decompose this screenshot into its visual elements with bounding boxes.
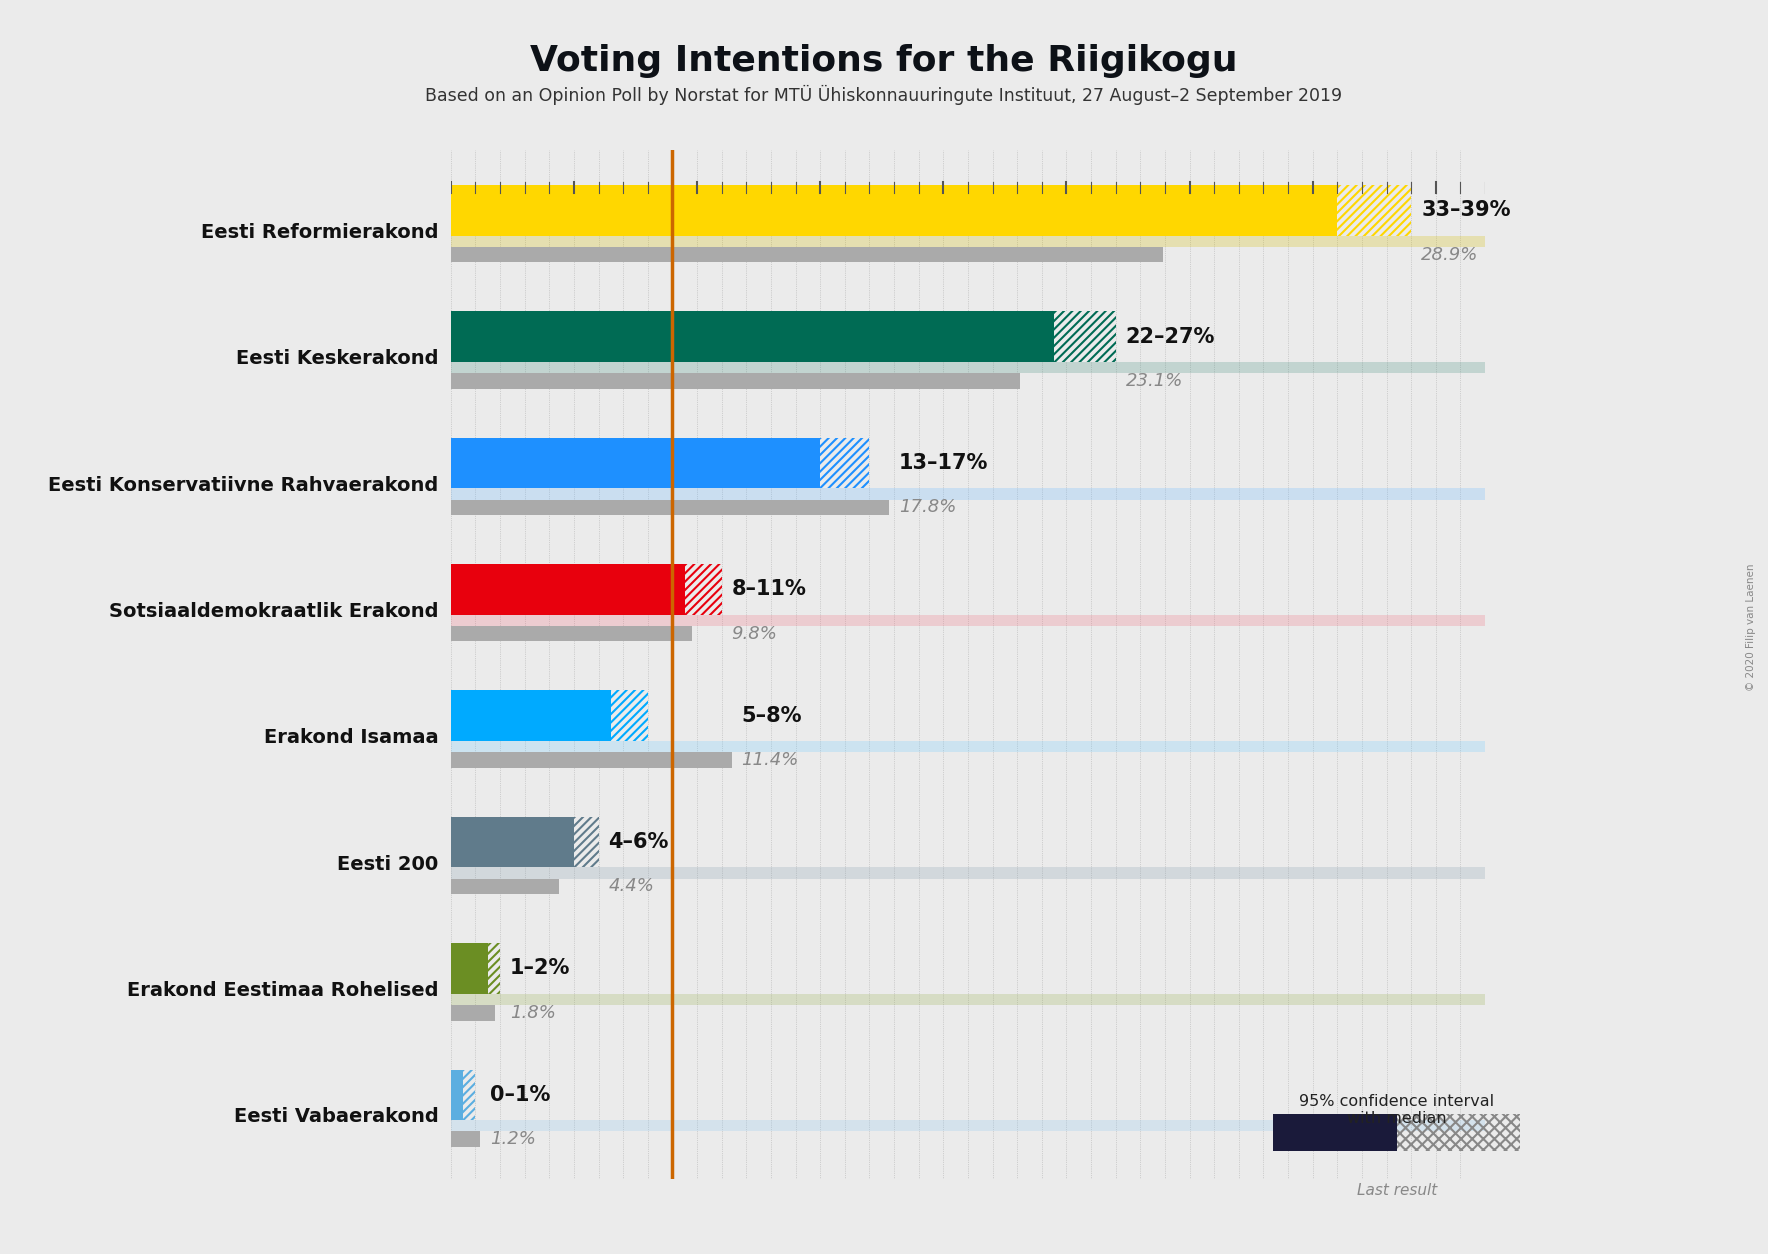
Bar xyxy=(451,943,500,993)
Text: Erakond Eestimaa Rohelised: Erakond Eestimaa Rohelised xyxy=(127,981,438,1001)
Bar xyxy=(647,564,684,614)
Bar xyxy=(451,438,870,488)
Text: 5–8%: 5–8% xyxy=(741,706,803,726)
Text: 1.2%: 1.2% xyxy=(490,1130,536,1149)
Text: 1–2%: 1–2% xyxy=(509,958,571,978)
Bar xyxy=(1337,186,1411,236)
Text: 23.1%: 23.1% xyxy=(1126,372,1183,390)
Bar xyxy=(451,186,1411,236)
Bar xyxy=(451,741,1485,752)
Text: 1.8%: 1.8% xyxy=(509,1003,555,1022)
Bar xyxy=(451,868,1485,879)
Text: 8–11%: 8–11% xyxy=(732,579,806,599)
Text: Last result: Last result xyxy=(1356,1183,1437,1198)
Bar xyxy=(451,1004,495,1021)
Text: 0–1%: 0–1% xyxy=(490,1085,550,1105)
Bar xyxy=(451,247,1163,262)
Bar xyxy=(575,816,599,868)
Text: 11.4%: 11.4% xyxy=(741,751,799,769)
Bar xyxy=(451,691,647,741)
Bar xyxy=(451,362,1485,374)
Bar xyxy=(451,879,559,894)
Bar xyxy=(1397,1114,1520,1151)
Text: 95% confidence interval
with median: 95% confidence interval with median xyxy=(1299,1093,1494,1126)
Bar xyxy=(1264,186,1337,236)
Text: 22–27%: 22–27% xyxy=(1126,327,1215,346)
Bar xyxy=(463,1070,476,1120)
Text: 9.8%: 9.8% xyxy=(732,624,778,643)
Bar xyxy=(451,752,732,767)
Bar xyxy=(451,311,1116,362)
Bar xyxy=(451,1120,1485,1131)
Text: 4.4%: 4.4% xyxy=(608,878,654,895)
Text: 17.8%: 17.8% xyxy=(898,498,956,517)
Bar xyxy=(451,614,1485,626)
Text: 4–6%: 4–6% xyxy=(608,833,668,851)
Text: Eesti Konservatiivne Rahvaerakond: Eesti Konservatiivne Rahvaerakond xyxy=(48,475,438,495)
Text: 33–39%: 33–39% xyxy=(1421,201,1510,221)
Bar xyxy=(451,626,693,642)
Text: Based on an Opinion Poll by Norstat for MTÜ Ühiskonnauuringute Instituut, 27 Aug: Based on an Opinion Poll by Norstat for … xyxy=(426,85,1342,105)
Bar xyxy=(575,691,612,741)
Bar xyxy=(451,993,1485,1004)
Bar xyxy=(451,488,1485,499)
Bar xyxy=(451,374,1020,389)
Bar xyxy=(550,816,575,868)
Text: 28.9%: 28.9% xyxy=(1421,246,1478,263)
Bar xyxy=(451,236,1485,247)
Bar xyxy=(612,691,647,741)
Bar xyxy=(451,1070,463,1120)
Bar xyxy=(771,438,820,488)
Bar xyxy=(1273,1114,1397,1151)
Bar xyxy=(451,499,889,515)
Text: Eesti 200: Eesti 200 xyxy=(338,855,438,874)
Text: Voting Intentions for the Riigikogu: Voting Intentions for the Riigikogu xyxy=(530,44,1238,78)
Text: Eesti Vabaerakond: Eesti Vabaerakond xyxy=(233,1107,438,1126)
Bar xyxy=(451,1070,476,1120)
Bar xyxy=(684,564,721,614)
Text: Erakond Isamaa: Erakond Isamaa xyxy=(263,729,438,747)
Bar xyxy=(992,311,1054,362)
Text: Sotsiaaldemokraatlik Erakond: Sotsiaaldemokraatlik Erakond xyxy=(110,602,438,621)
Bar xyxy=(451,564,721,614)
Bar xyxy=(451,1131,481,1147)
Bar xyxy=(476,943,488,993)
Bar xyxy=(451,816,599,868)
Text: Eesti Keskerakond: Eesti Keskerakond xyxy=(235,350,438,369)
Bar xyxy=(820,438,870,488)
Text: © 2020 Filip van Laenen: © 2020 Filip van Laenen xyxy=(1745,563,1756,691)
Text: Eesti Reformierakond: Eesti Reformierakond xyxy=(202,223,438,242)
Bar xyxy=(1054,311,1116,362)
Text: 13–17%: 13–17% xyxy=(898,453,988,473)
Bar xyxy=(488,943,500,993)
